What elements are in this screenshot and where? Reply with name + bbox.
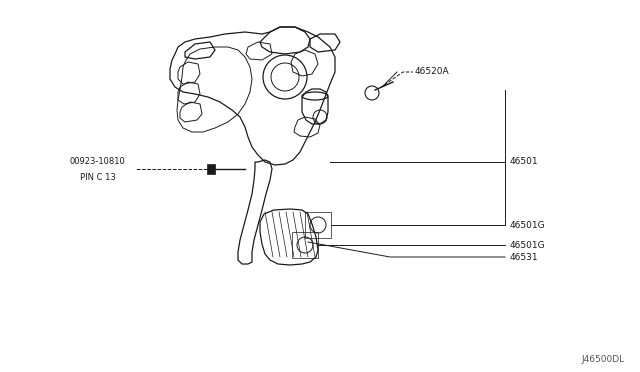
Text: PIN C 13: PIN C 13 [80, 173, 116, 182]
Text: 46520A: 46520A [415, 67, 450, 77]
Text: 00923-10810: 00923-10810 [70, 157, 125, 166]
Text: 46501G: 46501G [510, 241, 546, 250]
Bar [207, 164, 215, 174]
Text: J46500DL: J46500DL [582, 355, 625, 364]
Text: 46501: 46501 [510, 157, 539, 167]
Text: 46531: 46531 [510, 253, 539, 262]
Text: 46501G: 46501G [510, 221, 546, 230]
